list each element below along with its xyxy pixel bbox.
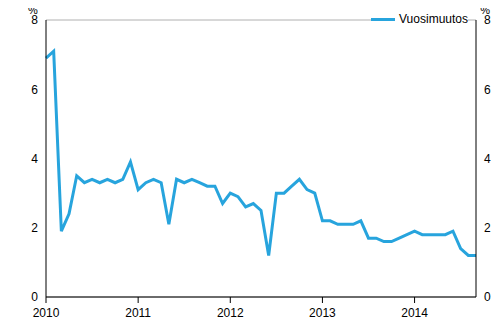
svg-text:2012: 2012 [217, 306, 244, 320]
svg-text:4: 4 [31, 152, 38, 166]
svg-text:4: 4 [484, 152, 491, 166]
svg-text:2013: 2013 [309, 306, 336, 320]
svg-text:2011: 2011 [125, 306, 151, 320]
html-text:Vuosimuutos: Vuosimuutos [399, 12, 468, 26]
svg-text:2: 2 [31, 221, 38, 235]
svg-text:0: 0 [484, 290, 491, 304]
svg-text:2014: 2014 [401, 306, 428, 320]
svg-text:0: 0 [31, 290, 38, 304]
svg-text:2: 2 [484, 221, 491, 235]
svg-text:6: 6 [484, 83, 491, 97]
svg-text:8: 8 [31, 13, 38, 28]
svg-text:6: 6 [31, 83, 38, 97]
svg-text:8: 8 [484, 13, 491, 28]
svg-text:2010: 2010 [33, 306, 60, 320]
